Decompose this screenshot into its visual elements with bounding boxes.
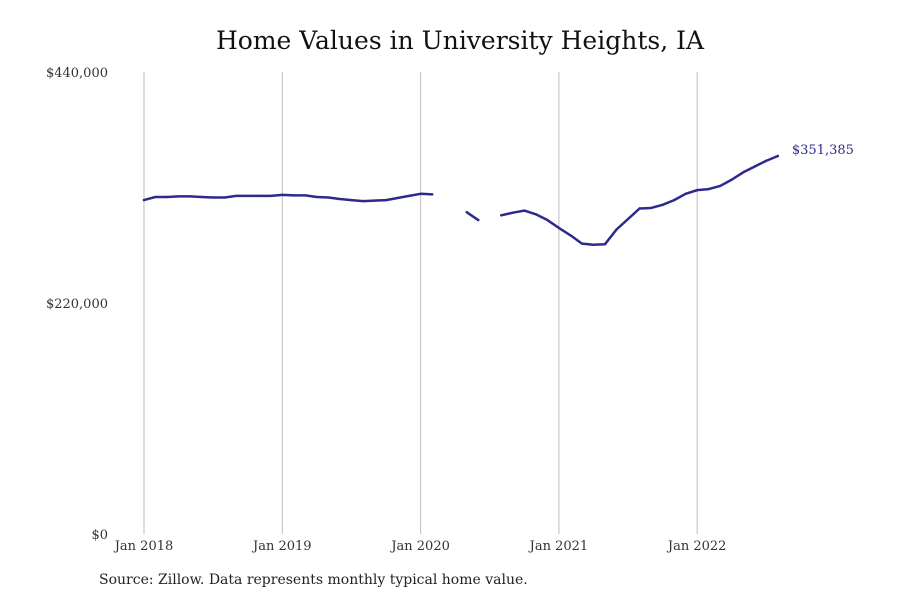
series-line-segment [142,192,434,203]
data-point: Sep 2021 [649,206,653,210]
y-tick-label: $220,000 [46,297,108,312]
data-point: Mar 2019 [304,194,307,197]
data-point: May 2022 [742,171,745,174]
data-point: Dec 2021 [684,192,687,195]
data-point: Oct 2019 [384,198,388,202]
source-note: Source: Zillow. Data represents monthly … [99,572,528,588]
series-line-segment [500,154,780,246]
x-tick-label: Jan 2018 [113,539,174,554]
data-point: Apr 2022 [730,178,733,181]
data-point: Jun 2018 [200,195,203,199]
data-point: Aug 2019 [361,199,365,203]
data-point: Jul 2018 [211,196,215,199]
data-point: Aug 2021 [638,207,641,210]
data-point: Nov 2019 [396,196,399,200]
data-point: Aug 2018 [223,196,226,199]
data-point: Feb 2018 [154,195,157,199]
data-point: Mar 2018 [165,195,169,199]
data-point: Mar 2022 [719,184,722,188]
x-tick-label: Jan 2020 [389,539,450,554]
data-point: Dec 2019 [407,194,411,198]
data-point: Jul 2019 [350,198,353,202]
data-point: May 2020 [465,210,468,214]
data-point: Feb 2021 [569,234,572,237]
chart-title: Home Values in University Heights, IA [215,26,705,55]
data-point: Jun 2019 [338,197,342,201]
data-point: Dec 2018 [269,194,272,198]
data-point: Nov 2020 [534,213,538,216]
data-points: Jan 2018 Feb 2018 Mar 2018 Apr 2018 May 2018… [142,154,780,246]
data-point: Jan 2021 [557,226,561,230]
data-point: Oct 2020 [523,209,526,212]
y-axis-labels: $0 $220,000 $440,000 [46,66,108,543]
data-point: Feb 2020 [430,193,434,196]
latest-value-label: $351,385 [792,143,854,158]
data-point: Sep 2020 [511,211,514,214]
data-point: Feb 2022 [707,187,710,191]
data-point: Apr 2018 [177,195,180,198]
gridlines [143,72,698,534]
x-tick-label: Jan 2022 [666,539,727,554]
x-tick-label: Jan 2021 [528,539,589,554]
data-point: May 2019 [327,196,330,199]
data-point: Aug 2022 [776,154,780,158]
data-point: Jul 2022 [765,159,768,162]
data-point: Dec 2020 [546,218,549,222]
data-point: Nov 2021 [672,198,676,202]
y-tick-label: $440,000 [46,66,108,81]
data-point: Sep 2018 [235,194,238,198]
data-point: Nov 2018 [258,194,261,198]
data-point: Oct 2021 [661,203,664,207]
series-line-segment [465,210,480,222]
data-point: Jan 2022 [696,188,699,192]
data-point: Oct 2018 [246,194,249,198]
data-point: Apr 2019 [315,195,319,199]
data-point: Jan 2020 [419,192,422,195]
y-tick-label: $0 [91,528,108,543]
home-value-series [142,154,780,246]
data-point: May 2021 [603,243,607,246]
data-point: Mar 2021 [580,242,584,245]
data-point: Aug 2020 [500,214,503,217]
data-point: Sep 2019 [373,199,376,202]
data-point: Jan 2018 [142,198,146,202]
data-point: Jan 2019 [281,193,284,197]
data-point: Jun 2020 [477,218,480,222]
data-point: Jul 2021 [626,217,630,221]
data-point: Jun 2021 [615,228,618,231]
x-axis-labels: Jan 2018 Jan 2019 Jan 2020 Jan 2021 Jan 2022 [113,539,727,554]
data-point: Jun 2022 [753,165,757,168]
data-point: Feb 2019 [292,194,296,197]
x-tick-label: Jan 2019 [251,539,312,554]
data-point: Apr 2021 [592,243,595,246]
data-point: May 2018 [188,195,192,198]
